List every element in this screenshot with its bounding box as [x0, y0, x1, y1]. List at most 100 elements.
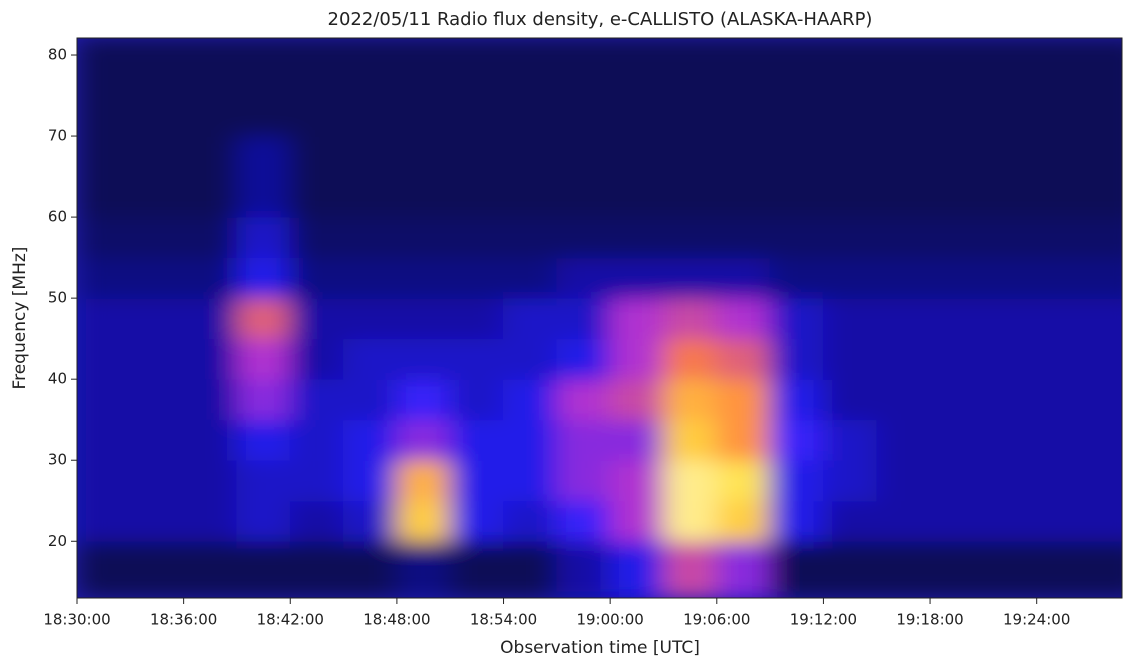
- heatmap-cell: [130, 38, 184, 97]
- heatmap-cell: [396, 419, 450, 461]
- heatmap-cell: [236, 95, 290, 137]
- heatmap-cell: [770, 176, 824, 218]
- heatmap-cell: [610, 257, 664, 299]
- heatmap-cell: [716, 95, 770, 137]
- heatmap-cell: [876, 460, 930, 502]
- heatmap-cell: [770, 541, 824, 599]
- x-tick-label: 18:54:00: [470, 611, 537, 629]
- heatmap-cell: [876, 176, 930, 218]
- heatmap-cell: [290, 419, 344, 461]
- heatmap-cell: [503, 379, 557, 421]
- heatmap-cell: [823, 298, 877, 340]
- heatmap-cell: [450, 257, 504, 299]
- heatmap-cell: [1090, 541, 1124, 599]
- heatmap-cell: [77, 136, 131, 178]
- heatmap-cell: [343, 38, 397, 97]
- heatmap-cell: [1036, 460, 1090, 502]
- heatmap-cell: [876, 217, 930, 259]
- heatmap-cell: [770, 95, 824, 137]
- heatmap-cell: [930, 460, 984, 502]
- heatmap-cell: [716, 419, 770, 461]
- heatmap-cell: [130, 136, 184, 178]
- heatmap-cell: [1090, 379, 1124, 421]
- x-tick-label: 18:48:00: [363, 611, 430, 629]
- heatmap-cell: [823, 500, 877, 542]
- heatmap-cell: [130, 257, 184, 299]
- heatmap-cell: [556, 419, 610, 461]
- heatmap-cell: [450, 541, 504, 599]
- heatmap-cell: [77, 500, 131, 542]
- heatmap-cell: [663, 379, 717, 421]
- heatmap-cell: [823, 95, 877, 137]
- heatmap-cell: [77, 419, 131, 461]
- heatmap-cell: [716, 379, 770, 421]
- heatmap-cell: [663, 460, 717, 502]
- heatmap-cell: [236, 176, 290, 218]
- heatmap-cell: [930, 136, 984, 178]
- heatmap-cell: [183, 419, 237, 461]
- heatmap-cell: [343, 338, 397, 380]
- heatmap-cell: [663, 38, 717, 97]
- heatmap-cell: [396, 500, 450, 542]
- heatmap-cell: [930, 338, 984, 380]
- heatmap-cell: [183, 257, 237, 299]
- heatmap-cell: [396, 379, 450, 421]
- heatmap-cell: [610, 217, 664, 259]
- heatmap: [77, 38, 1124, 599]
- heatmap-cell: [663, 298, 717, 340]
- heatmap-cell: [290, 176, 344, 218]
- y-tick-label: 20: [48, 532, 67, 550]
- heatmap-cell: [876, 136, 930, 178]
- heatmap-cell: [503, 338, 557, 380]
- heatmap-cell: [983, 176, 1037, 218]
- y-axis-label: Frequency [MHz]: [10, 247, 30, 390]
- heatmap-cell: [503, 419, 557, 461]
- heatmap-cell: [450, 95, 504, 137]
- heatmap-cell: [290, 379, 344, 421]
- heatmap-cell: [130, 176, 184, 218]
- heatmap-cell: [716, 136, 770, 178]
- heatmap-cell: [130, 460, 184, 502]
- heatmap-cell: [770, 338, 824, 380]
- heatmap-cell: [770, 257, 824, 299]
- heatmap-cell: [983, 419, 1037, 461]
- heatmap-cell: [930, 257, 984, 299]
- heatmap-cell: [77, 217, 131, 259]
- heatmap-cell: [556, 379, 610, 421]
- heatmap-cell: [716, 298, 770, 340]
- heatmap-cell: [77, 176, 131, 218]
- heatmap-cell: [396, 217, 450, 259]
- heatmap-cell: [823, 460, 877, 502]
- heatmap-cell: [1090, 176, 1124, 218]
- heatmap-cell: [823, 38, 877, 97]
- heatmap-cell: [183, 38, 237, 97]
- heatmap-cell: [290, 95, 344, 137]
- heatmap-cell: [130, 379, 184, 421]
- heatmap-cell: [183, 460, 237, 502]
- heatmap-cell: [183, 217, 237, 259]
- heatmap-cell: [556, 176, 610, 218]
- heatmap-cell: [450, 500, 504, 542]
- heatmap-cell: [983, 217, 1037, 259]
- heatmap-cell: [236, 460, 290, 502]
- heatmap-cell: [1090, 257, 1124, 299]
- heatmap-cell: [663, 95, 717, 137]
- heatmap-cell: [130, 95, 184, 137]
- heatmap-cell: [716, 460, 770, 502]
- y-tick-label: 80: [48, 46, 67, 64]
- heatmap-cell: [450, 460, 504, 502]
- heatmap-cell: [503, 460, 557, 502]
- heatmap-cell: [876, 500, 930, 542]
- heatmap-cell: [610, 298, 664, 340]
- heatmap-cell: [770, 298, 824, 340]
- heatmap-cell: [77, 379, 131, 421]
- heatmap-cell: [450, 176, 504, 218]
- heatmap-cell: [983, 136, 1037, 178]
- heatmap-cell: [930, 298, 984, 340]
- heatmap-cell: [343, 460, 397, 502]
- heatmap-cell: [930, 419, 984, 461]
- heatmap-cell: [77, 338, 131, 380]
- heatmap-cell: [290, 38, 344, 97]
- heatmap-cell: [236, 419, 290, 461]
